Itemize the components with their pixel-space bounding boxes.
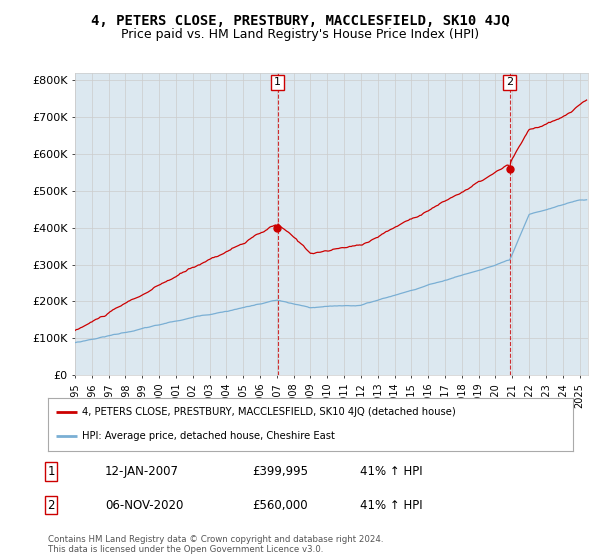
Text: £560,000: £560,000 bbox=[252, 498, 308, 512]
Text: Price paid vs. HM Land Registry's House Price Index (HPI): Price paid vs. HM Land Registry's House … bbox=[121, 28, 479, 41]
Text: HPI: Average price, detached house, Cheshire East: HPI: Average price, detached house, Ches… bbox=[82, 431, 335, 441]
Text: Contains HM Land Registry data © Crown copyright and database right 2024.
This d: Contains HM Land Registry data © Crown c… bbox=[48, 535, 383, 554]
Text: 1: 1 bbox=[274, 77, 281, 87]
Text: 4, PETERS CLOSE, PRESTBURY, MACCLESFIELD, SK10 4JQ (detached house): 4, PETERS CLOSE, PRESTBURY, MACCLESFIELD… bbox=[82, 408, 456, 418]
Text: 41% ↑ HPI: 41% ↑ HPI bbox=[360, 465, 422, 478]
Text: 2: 2 bbox=[506, 77, 514, 87]
Text: £399,995: £399,995 bbox=[252, 465, 308, 478]
Text: 12-JAN-2007: 12-JAN-2007 bbox=[105, 465, 179, 478]
Text: 06-NOV-2020: 06-NOV-2020 bbox=[105, 498, 184, 512]
Text: 1: 1 bbox=[47, 465, 55, 478]
Text: 4, PETERS CLOSE, PRESTBURY, MACCLESFIELD, SK10 4JQ: 4, PETERS CLOSE, PRESTBURY, MACCLESFIELD… bbox=[91, 14, 509, 28]
Text: 41% ↑ HPI: 41% ↑ HPI bbox=[360, 498, 422, 512]
Text: 2: 2 bbox=[47, 498, 55, 512]
